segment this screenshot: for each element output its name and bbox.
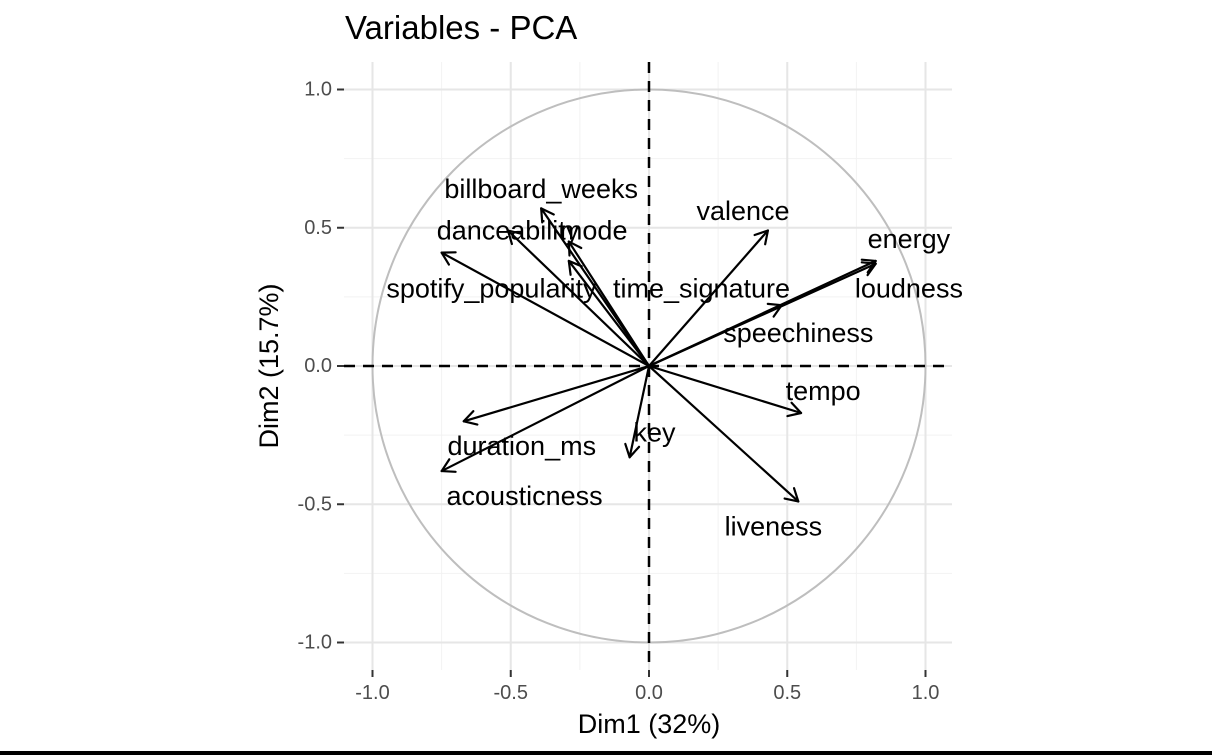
arrow-acousticness	[440, 365, 650, 473]
label-duration-ms: duration_ms	[448, 431, 597, 461]
arrow-speechiness	[648, 302, 783, 367]
arrow-valence	[648, 229, 769, 367]
label-billboard-weeks: billboard_weeks	[444, 174, 638, 204]
y-tick-label: 1.0	[304, 79, 332, 101]
x-tick-label: 1.0	[912, 682, 940, 704]
x-tick-label: -0.5	[494, 682, 528, 704]
label-key: key	[634, 417, 677, 447]
arrow-danceability	[506, 229, 650, 367]
arrow-duration-ms	[462, 364, 650, 426]
arrow-liveness	[648, 365, 800, 503]
label-liveness: liveness	[725, 511, 823, 541]
label-loudness: loudness	[855, 274, 963, 304]
arrow-mode	[567, 240, 650, 367]
arrow-tempo	[648, 364, 803, 418]
arrow-time-signature	[567, 259, 650, 367]
y-tick-label: 0.0	[304, 355, 332, 377]
arrow-key	[624, 365, 651, 459]
label-time-signature: time_signature	[613, 274, 790, 304]
y-tick-label: -0.5	[298, 493, 332, 515]
x-tick-label: 0.0	[635, 682, 663, 704]
y-tick-label: -1.0	[298, 632, 332, 654]
x-axis-title: Dim1 (32%)	[578, 709, 721, 739]
label-speechiness: speechiness	[723, 318, 873, 348]
bottom-border	[0, 751, 1212, 755]
label-danceability: danceability	[437, 216, 580, 246]
y-tick-label: 0.5	[304, 217, 332, 239]
arrow-spotify-popularity	[440, 251, 650, 367]
label-mode: mode	[560, 216, 628, 246]
label-acousticness: acousticness	[447, 481, 603, 511]
variable-arrows	[440, 207, 877, 503]
x-tick-label: -1.0	[355, 682, 389, 704]
label-energy: energy	[868, 224, 951, 254]
y-axis-ticks: -1.0 -0.5 0.0 0.5 1.0	[298, 79, 344, 654]
x-axis-ticks: -1.0 -0.5 0.0 0.5 1.0	[355, 670, 939, 704]
y-axis-title: Dim2 (15.7%)	[254, 283, 284, 448]
label-tempo: tempo	[786, 376, 861, 406]
x-tick-label: 0.5	[773, 682, 801, 704]
label-spotify-popularity: spotify_popularity	[386, 274, 597, 304]
chart-title: Variables - PCA	[345, 9, 577, 46]
label-valence: valence	[696, 196, 789, 226]
